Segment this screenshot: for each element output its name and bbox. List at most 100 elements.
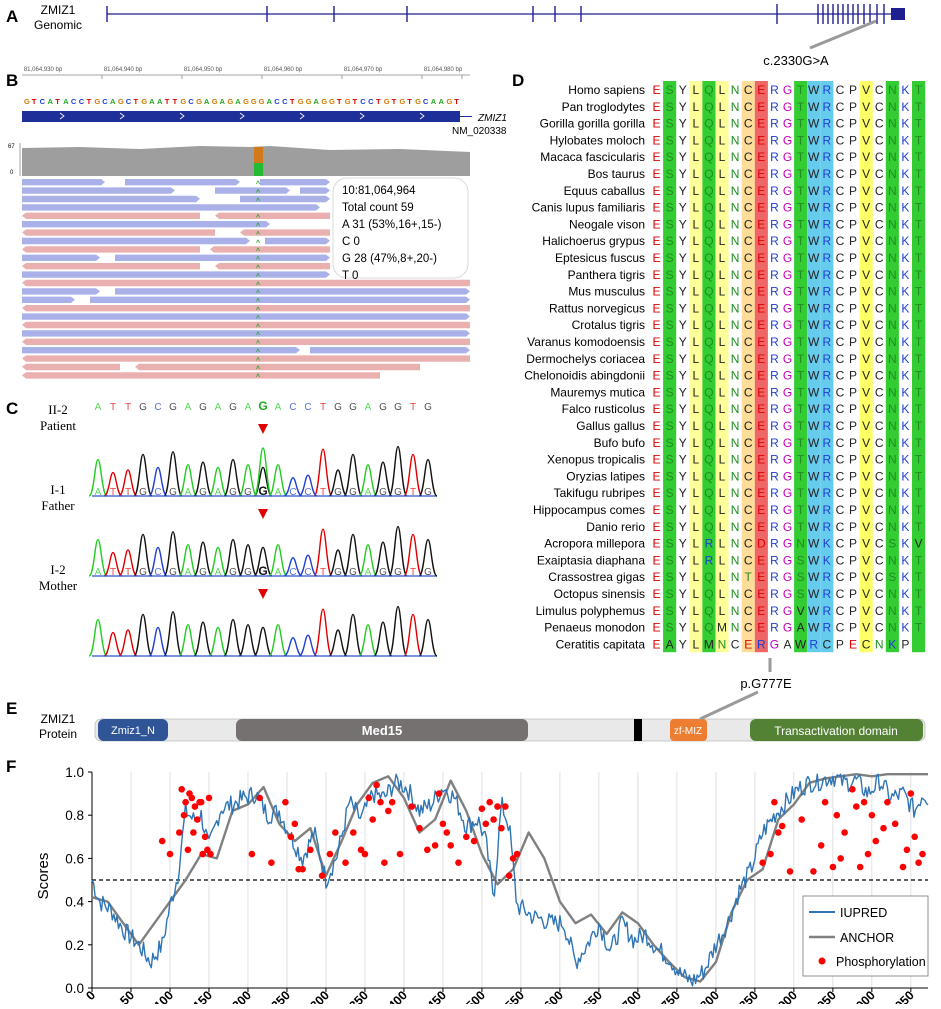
species-name: Takifugu rubripes bbox=[554, 486, 645, 500]
species-name: Crassostrea gigas bbox=[548, 570, 645, 584]
residue: T bbox=[797, 167, 805, 181]
species-name: Crotalus tigris bbox=[572, 318, 645, 332]
residue: C bbox=[875, 537, 884, 551]
residue: P bbox=[849, 301, 857, 315]
residue: E bbox=[757, 184, 765, 198]
chrom-base: A bbox=[275, 567, 282, 578]
read-segment bbox=[22, 229, 215, 236]
residue: T bbox=[797, 318, 805, 332]
residue: L bbox=[692, 503, 699, 517]
residue: N bbox=[888, 553, 897, 567]
residue: R bbox=[822, 318, 831, 332]
chrom-base: G bbox=[244, 567, 252, 578]
residue: L bbox=[719, 436, 726, 450]
residue: Y bbox=[679, 486, 687, 500]
phosphorylation-point bbox=[775, 829, 782, 836]
residue: R bbox=[822, 234, 831, 248]
residue: C bbox=[836, 621, 845, 635]
residue: L bbox=[692, 553, 699, 567]
sequence-base: T bbox=[173, 97, 178, 106]
panel-label-f: F bbox=[6, 757, 16, 776]
chrom-peak bbox=[358, 464, 378, 497]
residue: Y bbox=[679, 604, 687, 618]
residue: E bbox=[652, 117, 660, 131]
species-name: Danio rerio bbox=[586, 520, 645, 534]
alignment-column-shade bbox=[715, 81, 729, 653]
popup-text: 10:81,064,964 Total count 59 A 31 (53%,1… bbox=[342, 185, 442, 282]
domain-label-zmiz1-n: Zmiz1_N bbox=[111, 725, 155, 737]
genomic-title-line2: Genomic bbox=[34, 18, 82, 32]
residue: Y bbox=[679, 570, 687, 584]
residue: R bbox=[770, 486, 779, 500]
residue: P bbox=[849, 217, 857, 231]
chrom-peak bbox=[148, 626, 168, 657]
residue: R bbox=[822, 150, 831, 164]
sequence-base: T bbox=[55, 97, 60, 106]
phosphorylation-point bbox=[190, 829, 197, 836]
residue: Q bbox=[704, 201, 713, 215]
residue: K bbox=[823, 537, 831, 551]
residue: G bbox=[783, 469, 792, 483]
residue: L bbox=[692, 587, 699, 601]
residue: E bbox=[652, 604, 660, 618]
residue: N bbox=[888, 285, 897, 299]
read-mismatch-base: ^ bbox=[256, 272, 260, 280]
residue: C bbox=[744, 83, 753, 97]
sequence-base: G bbox=[212, 97, 218, 106]
residue: C bbox=[836, 285, 845, 299]
read-segment bbox=[265, 237, 330, 245]
base-count-popup bbox=[332, 177, 469, 279]
residue: Q bbox=[704, 318, 713, 332]
phosphorylation-point bbox=[786, 868, 794, 875]
sequence-base: T bbox=[376, 97, 381, 106]
residue: E bbox=[757, 503, 765, 517]
read-segment bbox=[22, 187, 175, 194]
residue: K bbox=[901, 469, 909, 483]
read-mismatch-base: ^ bbox=[256, 298, 260, 306]
residue: C bbox=[744, 335, 753, 349]
chrom-peak bbox=[163, 611, 183, 657]
residue: L bbox=[692, 369, 699, 383]
residue: S bbox=[666, 503, 674, 517]
chrom-base: A bbox=[275, 487, 282, 498]
residue: C bbox=[875, 301, 884, 315]
read-segment bbox=[260, 179, 330, 186]
residue: R bbox=[770, 503, 779, 517]
residue: K bbox=[901, 201, 909, 215]
residue: T bbox=[797, 83, 805, 97]
residue: C bbox=[836, 133, 845, 147]
sequence-base: C bbox=[423, 97, 429, 106]
sample-id: II-2 bbox=[48, 402, 68, 417]
sequence-base: A bbox=[220, 97, 226, 106]
sequence-base: G bbox=[196, 97, 202, 106]
residue: R bbox=[822, 436, 831, 450]
ruler-tick-label: 81,064,930 bp bbox=[24, 67, 63, 73]
residue: N bbox=[731, 436, 740, 450]
read-mismatch-base: ^ bbox=[256, 365, 260, 373]
ruler-tick-label: 81,064,950 bp bbox=[184, 67, 223, 73]
sequence-base: G bbox=[141, 97, 147, 106]
phosphorylation-point bbox=[318, 872, 326, 879]
residue: Y bbox=[679, 453, 687, 467]
residue: W bbox=[808, 537, 820, 551]
residue: T bbox=[797, 201, 805, 215]
x-tick-label: 700 bbox=[619, 988, 644, 1004]
ruler-tick-label: 81,064,970 bp bbox=[344, 67, 383, 73]
residue: W bbox=[808, 385, 820, 399]
residue: Q bbox=[704, 570, 713, 584]
residue: R bbox=[770, 587, 779, 601]
variant-pointer-a bbox=[809, 19, 877, 50]
residue: R bbox=[770, 369, 779, 383]
phosphorylation-point bbox=[180, 811, 188, 819]
residue: T bbox=[797, 184, 805, 198]
residue: C bbox=[744, 621, 753, 635]
residue: L bbox=[692, 234, 699, 248]
residue: R bbox=[770, 83, 779, 97]
residue: N bbox=[888, 318, 897, 332]
residue: T bbox=[797, 133, 805, 147]
legend-iupred-label: IUPRED bbox=[840, 906, 887, 920]
read-mismatch-base: ^ bbox=[256, 239, 260, 247]
residue: N bbox=[731, 318, 740, 332]
residue: E bbox=[757, 83, 765, 97]
